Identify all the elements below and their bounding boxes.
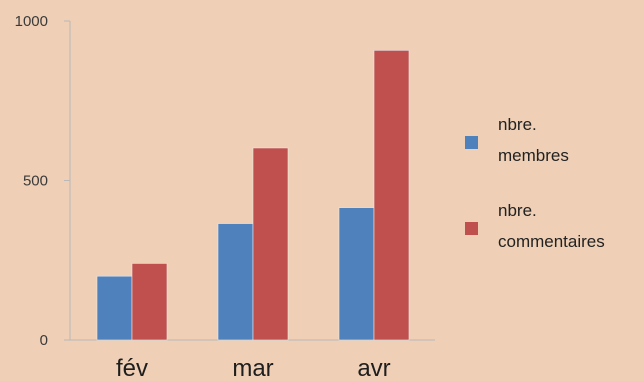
legend-label: nbre. xyxy=(498,201,537,220)
bar-commentaires-mar xyxy=(252,147,289,341)
legend-label: nbre. xyxy=(498,115,537,134)
category-label: mar xyxy=(232,355,273,381)
bar-membres-fév xyxy=(96,275,133,341)
bar-commentaires-avr xyxy=(373,50,410,341)
category-label: avr xyxy=(357,355,390,381)
legend-label: commentaires xyxy=(498,232,605,251)
y-tick-label: 0 xyxy=(40,332,48,349)
category-labels: fév mar avr xyxy=(116,355,391,381)
legend-label: membres xyxy=(498,146,569,165)
category-label: fév xyxy=(116,355,148,381)
legend: nbre. membres nbre. commentaires xyxy=(465,115,605,251)
legend-swatch xyxy=(465,222,478,235)
bar-membres-avr xyxy=(338,207,375,341)
y-tick-label: 500 xyxy=(23,173,48,190)
legend-swatch xyxy=(465,136,478,149)
bar-membres-mar xyxy=(217,223,254,341)
bar-commentaires-fév xyxy=(131,263,168,341)
bars xyxy=(96,50,410,341)
y-tick-label: 1000 xyxy=(15,13,48,30)
